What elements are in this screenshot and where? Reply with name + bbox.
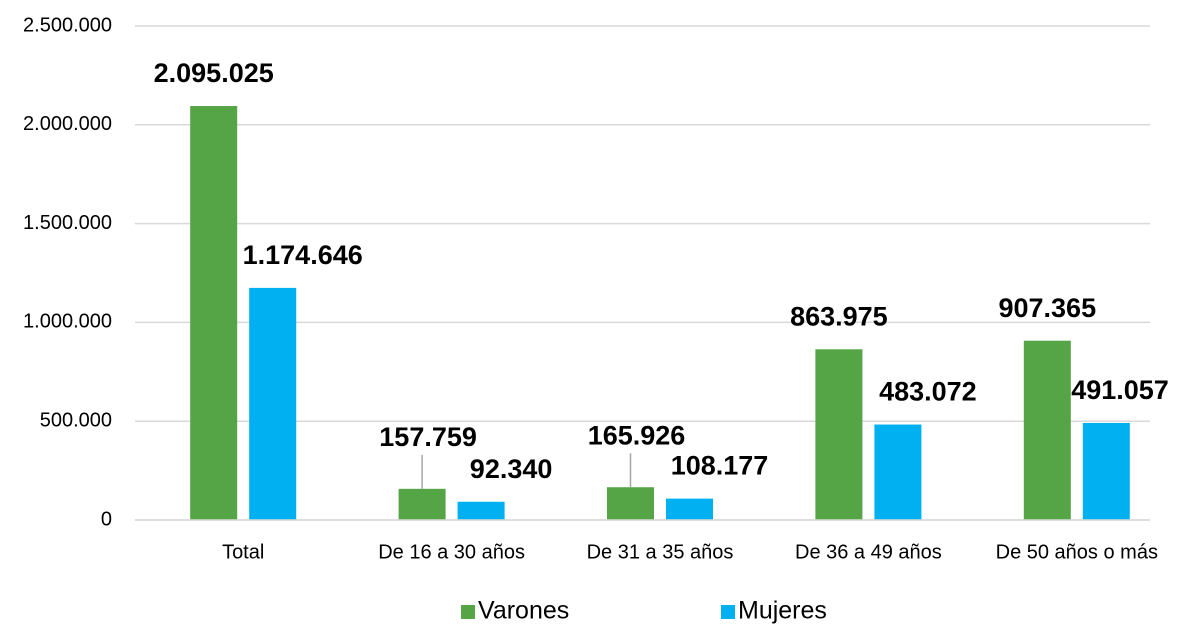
legend-label: Mujeres [738, 597, 827, 625]
bar [666, 498, 713, 520]
data-label: 863.975 [790, 301, 888, 331]
x-tick-label: De 16 a 30 años [378, 541, 525, 563]
bar [815, 349, 863, 520]
bar [1023, 340, 1071, 520]
bar [190, 106, 238, 520]
data-label: 108.177 [671, 451, 769, 481]
bar [457, 501, 505, 520]
data-label: 92.340 [470, 454, 553, 484]
bar [1082, 422, 1130, 520]
y-tick-label: 0 [101, 508, 112, 530]
y-tick-label: 2.000.000 [23, 113, 112, 135]
x-tick-label: Total [222, 541, 264, 563]
y-tick-label: 2.500.000 [23, 14, 112, 36]
data-label: 483.072 [879, 377, 977, 407]
data-label: 907.365 [998, 293, 1096, 323]
x-tick-label: De 31 a 35 años [587, 541, 734, 563]
data-label: 165.926 [588, 420, 686, 450]
x-tick-label: De 50 años o más [996, 541, 1158, 563]
data-label: 2.095.025 [154, 58, 274, 88]
legend-label: Varones [478, 597, 569, 625]
data-label: 491.057 [1071, 375, 1169, 405]
bar [398, 488, 446, 520]
y-tick-label: 500.000 [40, 409, 112, 431]
bar [607, 487, 654, 520]
legend-swatch [721, 605, 735, 619]
bar [249, 287, 297, 520]
y-tick-label: 1.500.000 [23, 212, 112, 234]
data-label: 1.174.646 [243, 240, 363, 270]
bar [874, 424, 922, 520]
y-tick-label: 1.000.000 [23, 311, 112, 333]
x-tick-label: De 36 a 49 años [795, 541, 942, 563]
legend-swatch [461, 605, 475, 619]
data-label: 157.759 [379, 422, 477, 452]
